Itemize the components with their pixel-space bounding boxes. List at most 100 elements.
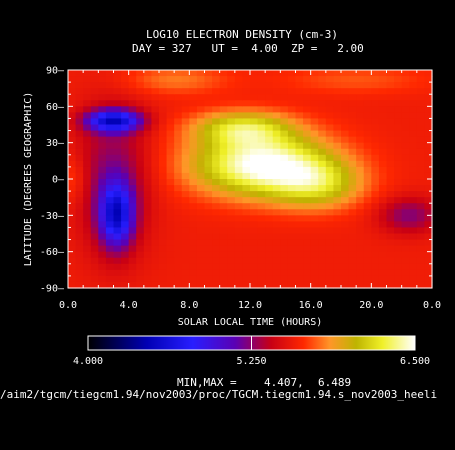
heatmap-cell [166, 191, 175, 198]
heatmap-cell [113, 245, 122, 253]
heatmap-cell [174, 172, 183, 180]
heatmap-cell [356, 100, 365, 107]
heatmap-cell [166, 100, 175, 107]
heatmap-cell [341, 118, 350, 126]
heatmap-cell [128, 227, 137, 235]
heatmap-cell [348, 233, 357, 241]
heatmap-cell [128, 124, 137, 132]
heatmap-cell [272, 209, 281, 216]
heatmap-cell [143, 94, 153, 101]
heatmap-cell [272, 197, 281, 204]
heatmap-cell [356, 257, 365, 265]
heatmap-cell [409, 166, 418, 174]
heatmap-cell [242, 239, 251, 247]
heatmap-cell [121, 154, 130, 162]
heatmap-cell [196, 136, 206, 144]
heatmap-cell [348, 275, 357, 283]
heatmap-cell [196, 197, 206, 204]
heatmap-cell [128, 112, 137, 120]
heatmap-cell [348, 166, 357, 174]
heatmap-cell [416, 160, 426, 168]
heatmap-cell [401, 281, 410, 289]
heatmap-cell [341, 100, 350, 107]
heatmap-cell [174, 203, 183, 210]
heatmap-cell [386, 203, 395, 210]
heatmap-cell [401, 185, 410, 192]
heatmap-cell [234, 130, 244, 138]
heatmap-cell [204, 251, 213, 259]
heatmap-cell [113, 197, 122, 204]
heatmap-cell [181, 130, 190, 138]
heatmap-cell [75, 251, 84, 259]
footer-path: /aim2/tgcm/tiegcm1.94/nov2003/proc/TGCM.… [0, 388, 438, 401]
heatmap-cell [341, 160, 350, 168]
heatmap-cell [318, 154, 327, 162]
heatmap-cell [363, 100, 372, 107]
heatmap-cell [83, 233, 92, 241]
heatmap-cell [128, 275, 137, 283]
heatmap-cell [242, 197, 251, 204]
heatmap-cell [227, 275, 236, 283]
heatmap-cell [257, 251, 266, 259]
heatmap-cell [287, 197, 297, 204]
heatmap-cell [105, 209, 115, 216]
heatmap-cell [363, 76, 372, 83]
heatmap-cell [409, 82, 418, 89]
heatmap-cell [295, 275, 304, 283]
heatmap-cell [212, 239, 221, 247]
heatmap-cell [189, 239, 198, 247]
heatmap-cell [105, 233, 115, 241]
heatmap-cell [356, 142, 365, 150]
heatmap-cell [371, 281, 380, 289]
heatmap-cell [356, 233, 365, 241]
heatmap-cell [68, 130, 77, 138]
heatmap-cell [75, 160, 84, 168]
heatmap-cell [136, 233, 145, 241]
heatmap-cell [212, 166, 221, 174]
heatmap-cell [250, 112, 259, 120]
heatmap-cell [128, 233, 137, 241]
heatmap-cell [90, 239, 99, 247]
heatmap-cell [196, 281, 206, 289]
heatmap-cell [386, 191, 395, 198]
heatmap-cell [287, 185, 297, 192]
heatmap-cell [105, 136, 115, 144]
heatmap-cell [234, 76, 244, 83]
heatmap-cell [227, 233, 236, 241]
heatmap-cell [333, 100, 342, 107]
heatmap-cell [303, 197, 312, 204]
heatmap-cell [394, 124, 403, 132]
heatmap-cell [394, 130, 403, 138]
heatmap-cell [196, 233, 206, 241]
heatmap-cell [128, 269, 137, 277]
heatmap-cell [121, 281, 130, 289]
heatmap-cell [83, 257, 92, 265]
heatmap-cell [204, 148, 213, 156]
heatmap-cell [250, 179, 259, 186]
heatmap-cell [333, 275, 342, 283]
heatmap-cell [136, 275, 145, 283]
heatmap-cell [356, 209, 365, 216]
heatmap-cell [90, 245, 99, 253]
heatmap-cell [257, 154, 266, 162]
heatmap-cell [83, 239, 92, 247]
heatmap-cell [166, 112, 175, 120]
heatmap-cell [280, 179, 289, 186]
heatmap-cell [196, 269, 206, 277]
heatmap-cell [265, 257, 274, 265]
heatmap-cell [257, 179, 266, 186]
heatmap-cell [204, 70, 213, 77]
heatmap-cell [212, 263, 221, 271]
heatmap-cell [295, 227, 304, 235]
heatmap-cell [68, 203, 77, 210]
heatmap-cell [356, 215, 365, 222]
heatmap-cell [386, 269, 395, 277]
heatmap-cell [219, 136, 228, 144]
heatmap-cell [295, 269, 304, 277]
heatmap-cell [212, 82, 221, 89]
heatmap-cell [234, 106, 244, 113]
heatmap-cell [348, 142, 357, 150]
heatmap-cell [341, 172, 350, 180]
heatmap-cell [378, 124, 388, 132]
heatmap-cell [341, 239, 350, 247]
